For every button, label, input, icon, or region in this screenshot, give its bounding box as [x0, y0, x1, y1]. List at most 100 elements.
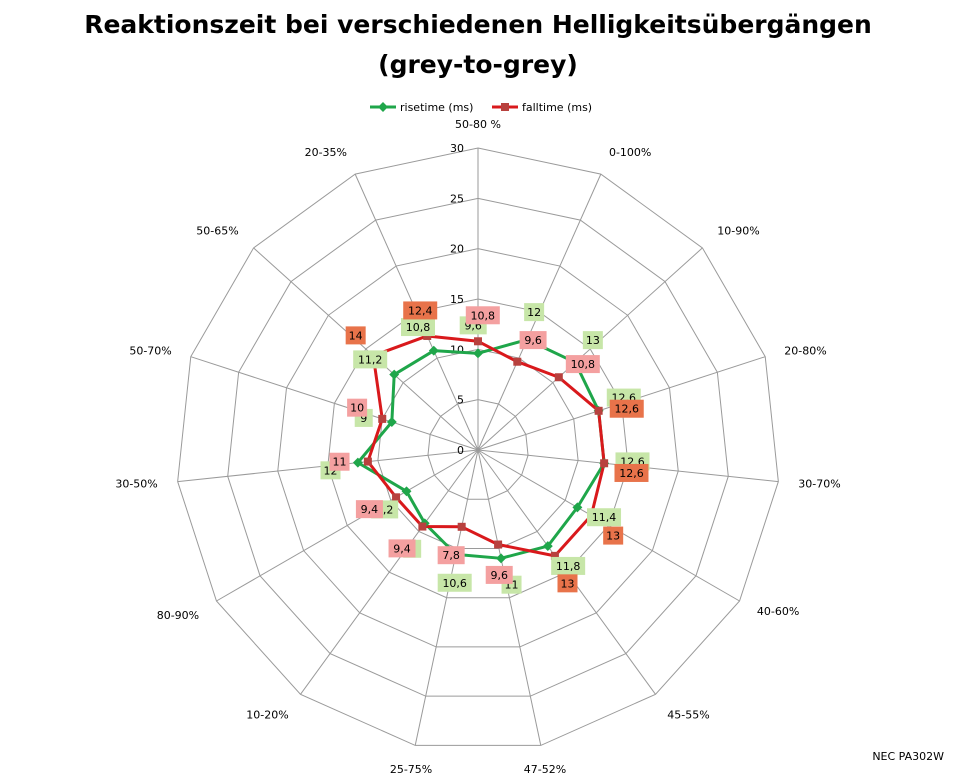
category-label: 50-70% [129, 344, 171, 357]
series-layer [352, 331, 610, 564]
grid-ring [427, 399, 529, 500]
category-label: 30-50% [115, 478, 157, 491]
fall-data-label-bg [388, 539, 416, 558]
fall-data-label: 11 [333, 456, 347, 469]
fall-data-label-bg [603, 526, 624, 545]
radial-tick-label: 10 [450, 343, 464, 356]
fall-data-label-bg [565, 355, 600, 374]
grid-spoke [190, 356, 479, 451]
rise-data-label-bg [401, 318, 436, 337]
grid-spoke [253, 247, 479, 451]
grid-ring [177, 147, 779, 746]
legend-rise-marker [378, 102, 388, 112]
rise-data-label: 11,8 [556, 560, 581, 573]
fall-data-label: 12,4 [408, 304, 433, 317]
grid-ring [277, 248, 679, 648]
radial-axis-ticks: 0 5 10 15 20 25 30 [450, 142, 464, 457]
fall-data-label: 12,6 [614, 403, 639, 416]
grid-spoke [414, 449, 479, 746]
fall-data-label-bg [465, 306, 500, 325]
fall-data-label-bg [347, 398, 368, 417]
category-label: 45-55% [667, 709, 709, 722]
rise-data-label: 13 [586, 334, 600, 347]
fall-point [474, 337, 482, 346]
legend-fall-label: falltime (ms) [522, 101, 592, 114]
category-label: 80-90% [157, 609, 199, 622]
rise-data-label: 10,6 [442, 577, 467, 590]
category-label: 50-65% [196, 225, 238, 238]
rise-data-label-bg [437, 573, 472, 592]
footer-model-label: NEC PA302W [872, 750, 944, 763]
category-labels: 50-80 % 0-100% 10-90% 20-80% 30-70% 40-60% 45-… [115, 118, 840, 776]
fall-point [494, 540, 503, 549]
radial-tick-label: 15 [450, 293, 464, 306]
grid-spoke [216, 449, 479, 602]
rise-data-label-bg [551, 556, 586, 575]
fall-data-label: 7,8 [442, 549, 460, 562]
rise-data-label-bg [582, 331, 603, 350]
rise-series-line [356, 338, 606, 560]
fall-data-label: 9,6 [524, 334, 542, 347]
fall-point [594, 406, 603, 415]
rise-data-label: 9 [360, 412, 367, 425]
legend: risetime (ms) falltime (ms) [370, 101, 592, 114]
fall-data-label-bg [557, 574, 578, 593]
rise-point [389, 369, 400, 380]
fall-data-label-bg [355, 500, 383, 519]
fall-point [418, 522, 427, 531]
grid-ring [327, 298, 629, 599]
category-label: 10-90% [717, 225, 759, 238]
grid-spoke [477, 449, 542, 746]
fall-data-label: 10,8 [471, 309, 496, 322]
fall-data-label: 10,8 [571, 358, 596, 371]
fall-point [363, 457, 372, 466]
fall-data-label-bg [403, 301, 438, 320]
rise-point [401, 486, 412, 497]
radial-tick-label: 20 [450, 243, 464, 256]
radial-tick-label: 30 [450, 142, 464, 155]
rise-point [572, 502, 583, 513]
grid-ring [227, 197, 729, 697]
fall-data-label: 9,6 [490, 569, 508, 582]
fall-data-label: 12,6 [619, 467, 644, 480]
radial-tick-label: 0 [457, 444, 464, 457]
rise-data-label-bg [524, 303, 545, 322]
rise-point [428, 345, 439, 356]
radial-tick-label: 25 [450, 192, 464, 205]
category-label: 20-80% [784, 344, 826, 357]
data-labels: 9,6121312,612,611,411,81110,698,212911,2… [320, 301, 650, 594]
fall-data-label-bg [485, 565, 513, 584]
fall-series-line [366, 334, 606, 558]
category-label: 50-80 % [455, 118, 501, 131]
legend-fall-marker [501, 103, 509, 111]
radar-grid [177, 147, 779, 746]
rise-data-label: 10,8 [406, 321, 431, 334]
rise-point [352, 457, 363, 468]
fall-data-label-bg [329, 452, 350, 471]
category-label: 40-60% [757, 605, 799, 618]
fall-data-label-bg [437, 546, 465, 565]
fall-point [457, 522, 466, 531]
category-label: 30-70% [798, 478, 840, 491]
category-label: 47-52% [524, 763, 566, 776]
grid-spoke [300, 449, 479, 695]
chart-title-line2: (grey-to-grey) [378, 50, 578, 79]
fall-point [392, 493, 401, 502]
fall-point [554, 373, 563, 382]
category-label: 10-20% [246, 709, 288, 722]
fall-data-label: 9,4 [361, 503, 379, 516]
radial-tick-label: 5 [457, 394, 464, 407]
rise-data-label-bg [587, 508, 622, 527]
fall-point [378, 414, 387, 423]
fall-data-label: 10 [350, 402, 364, 415]
chart-title-line1: Reaktionszeit bei verschiedenen Helligke… [84, 10, 872, 39]
fall-data-label-bg [519, 331, 547, 350]
fall-data-label-bg [345, 326, 366, 345]
fall-data-label-bg [609, 399, 644, 418]
rise-point [496, 553, 506, 564]
rise-data-label-bg [353, 350, 388, 369]
fall-data-label: 13 [606, 530, 620, 543]
category-label: 0-100% [609, 146, 651, 159]
fall-data-label-bg [614, 463, 649, 482]
